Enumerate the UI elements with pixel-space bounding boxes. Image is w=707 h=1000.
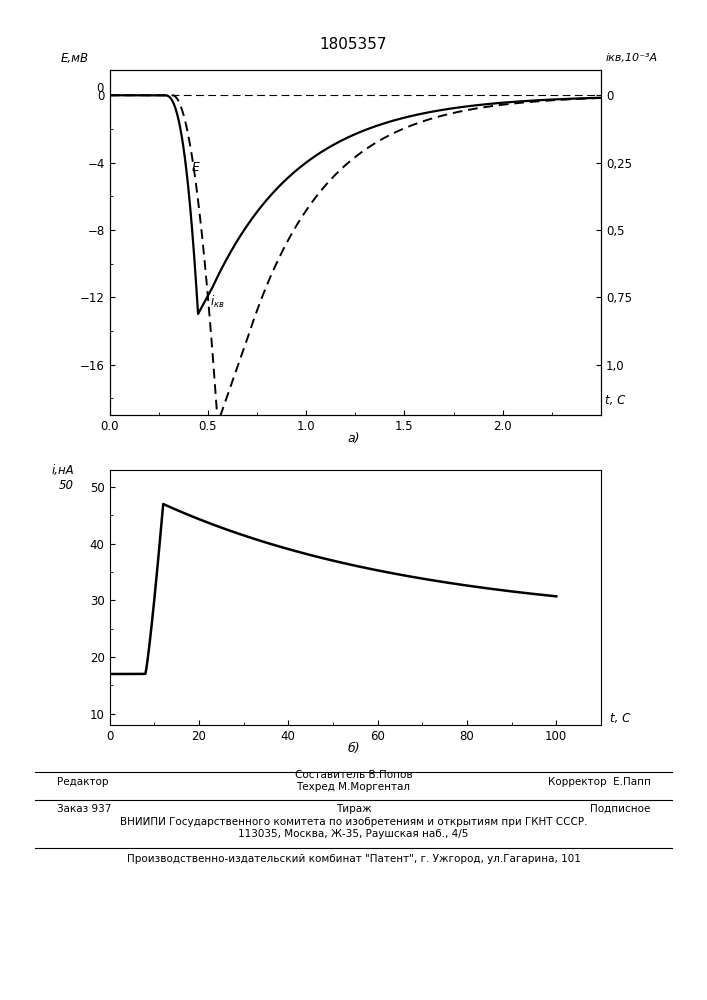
Text: Составитель В.Попов: Составитель В.Попов	[295, 770, 412, 780]
Text: Заказ 937: Заказ 937	[57, 804, 111, 814]
Text: Техред М.Моргентал: Техред М.Моргентал	[296, 782, 411, 792]
Text: 1805357: 1805357	[320, 37, 387, 52]
Text: i,нА
50: i,нА 50	[51, 464, 74, 492]
Text: б): б)	[347, 742, 360, 755]
Text: 113035, Москва, Ж-35, Раушская наб., 4/5: 113035, Москва, Ж-35, Раушская наб., 4/5	[238, 829, 469, 839]
Text: Корректор  Е.Папп: Корректор Е.Папп	[547, 777, 650, 787]
Text: 0: 0	[96, 82, 104, 95]
Text: t, C: t, C	[605, 394, 625, 407]
Text: ВНИИПИ Государственного комитета по изобретениям и открытиям при ГКНТ СССР.: ВНИИПИ Государственного комитета по изоб…	[119, 817, 588, 827]
Text: Тираж: Тираж	[336, 804, 371, 814]
Text: $i_{кв}$: $i_{кв}$	[210, 294, 224, 310]
Text: Производственно-издательский комбинат "Патент", г. Ужгород, ул.Гагарина, 101: Производственно-издательский комбинат "П…	[127, 854, 580, 864]
Text: Редактор: Редактор	[57, 777, 108, 787]
Text: iкв,10⁻³А: iкв,10⁻³А	[606, 53, 658, 63]
Text: E,мВ: E,мВ	[60, 52, 88, 65]
Text: E: E	[192, 161, 200, 174]
Text: t, C: t, C	[610, 712, 630, 725]
Text: Подписное: Подписное	[590, 804, 650, 814]
Text: а): а)	[347, 432, 360, 445]
